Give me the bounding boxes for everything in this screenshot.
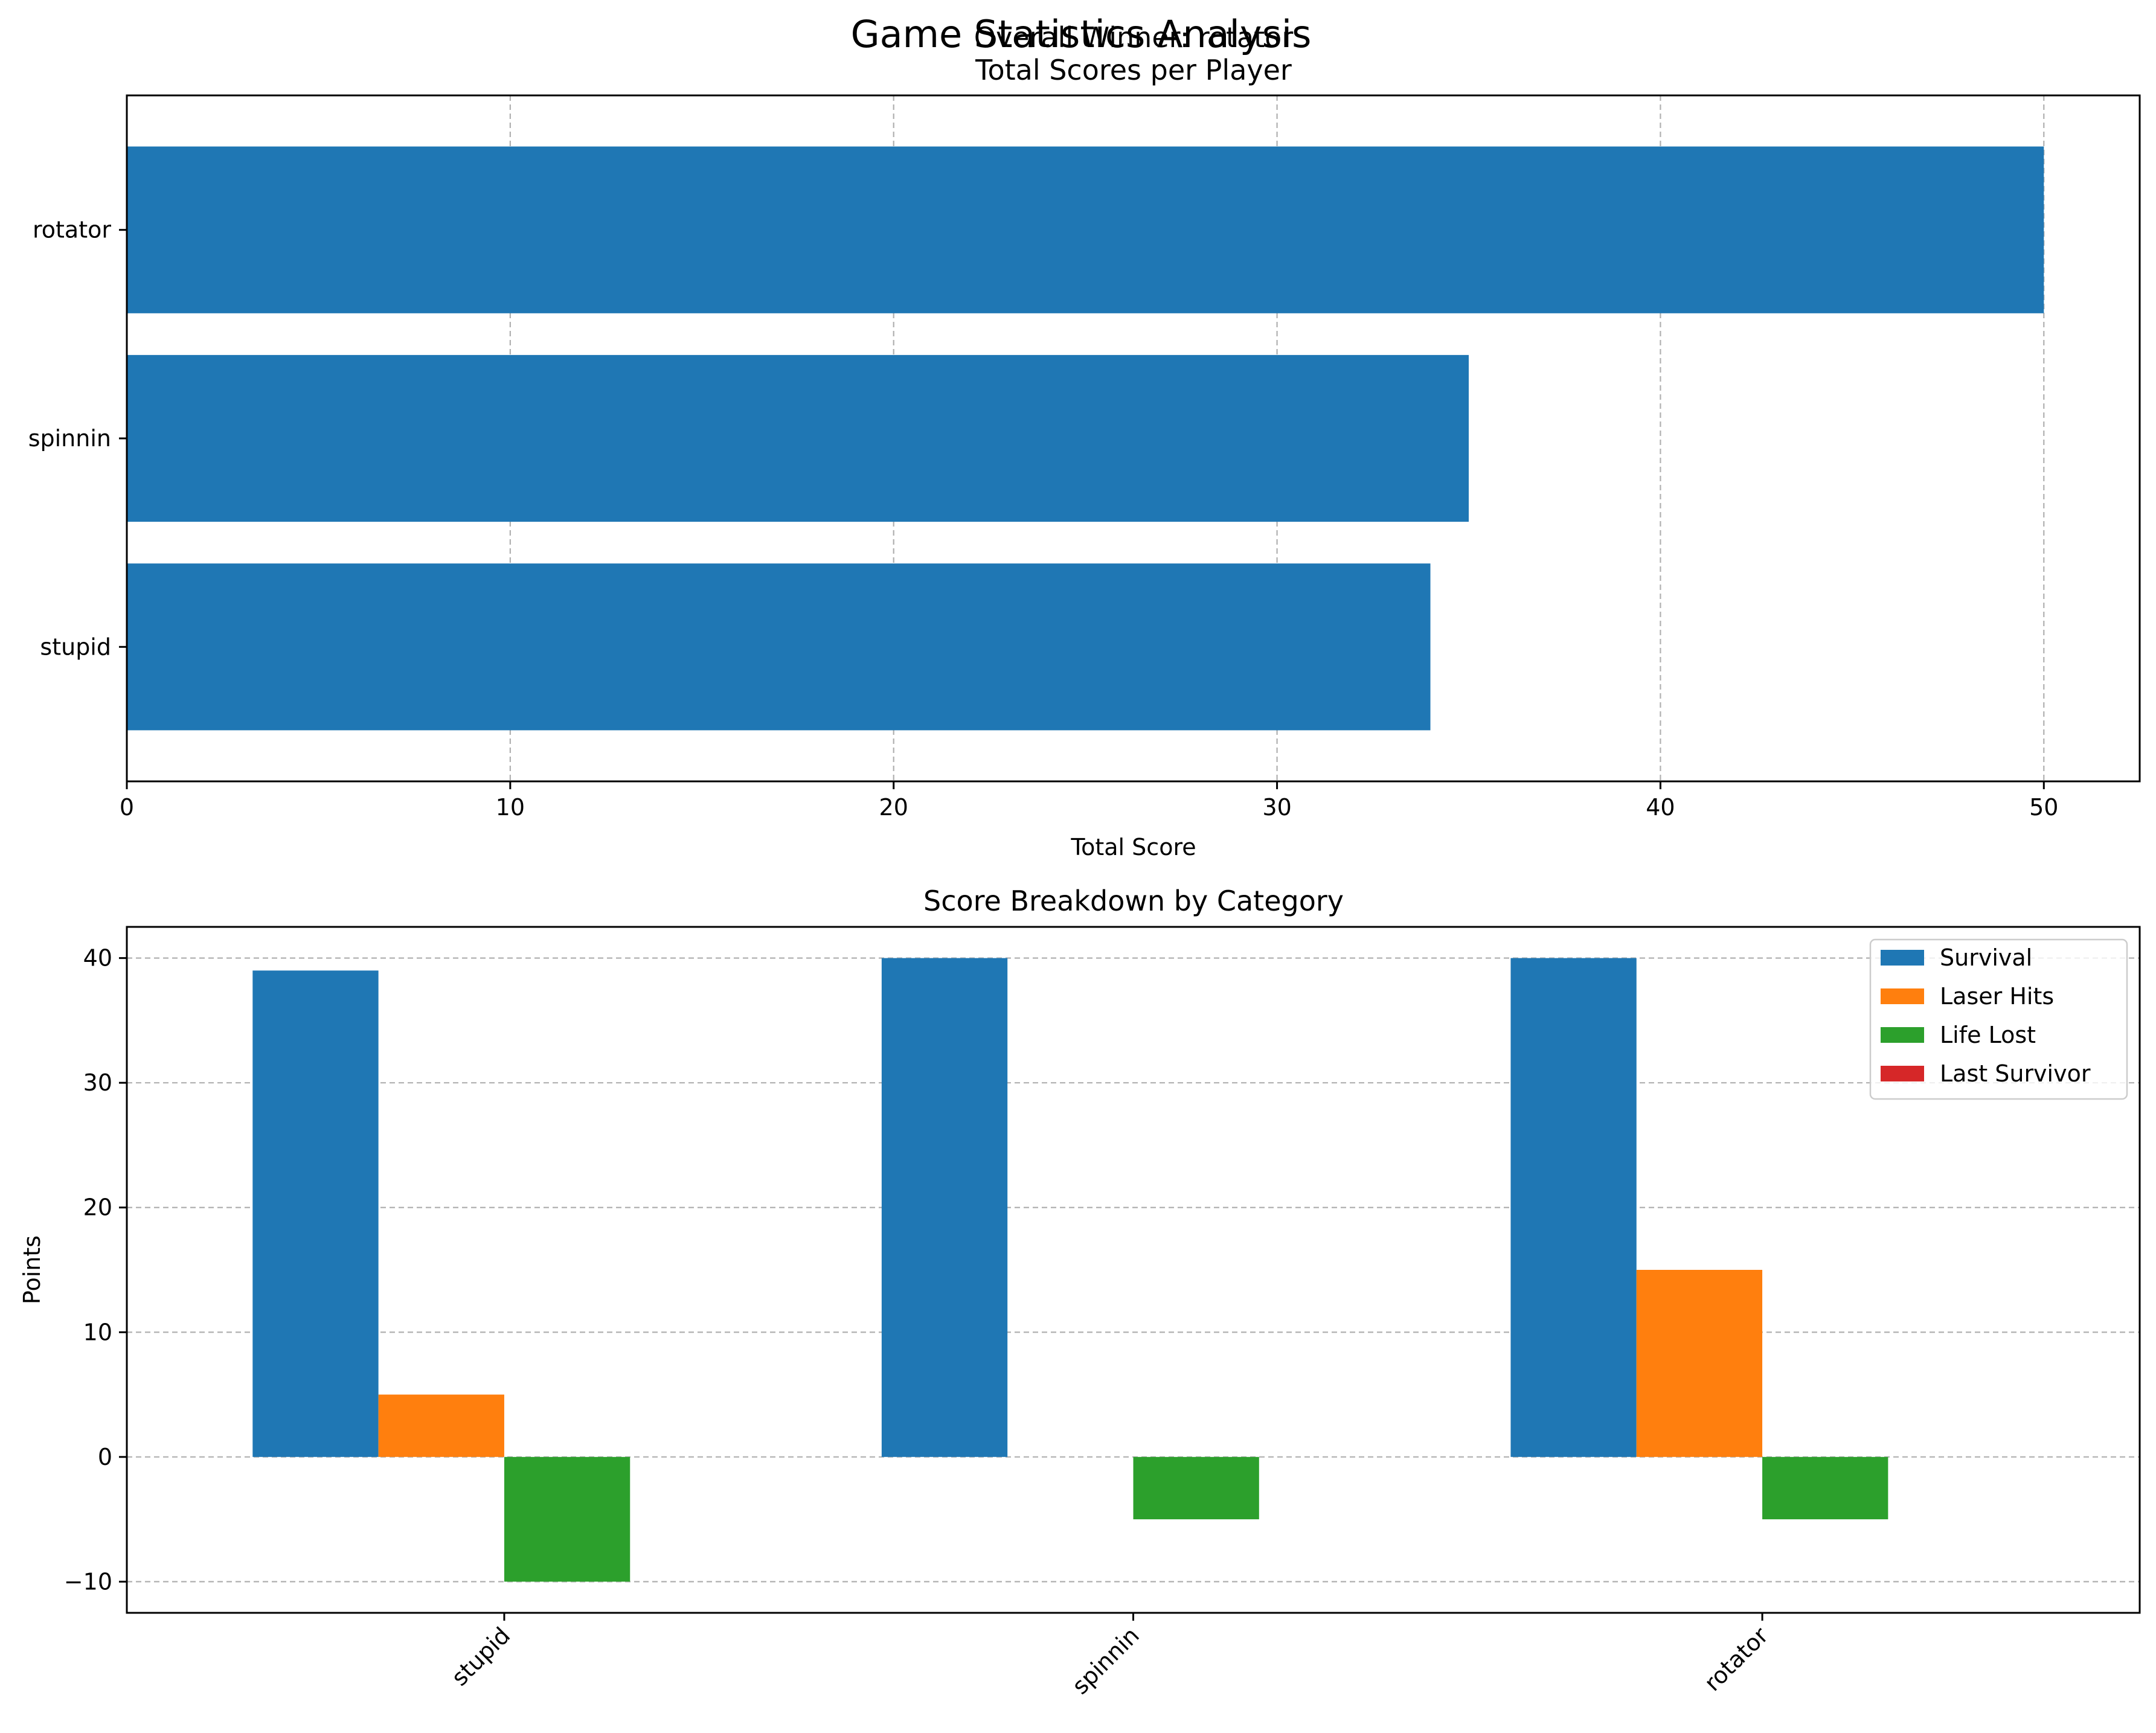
top-y-tick-label-rotator: rotator (33, 217, 111, 243)
top-x-tick-label: 20 (879, 794, 908, 821)
bottom-y-tick-label: 40 (83, 945, 112, 972)
top-x-tick-label: 50 (2029, 794, 2058, 821)
bottom-y-tick-label: 0 (98, 1444, 112, 1470)
top-bar-spinnin (127, 355, 1469, 522)
legend-swatch-life-lost (1881, 1027, 1924, 1043)
top-y-tick-label-stupid: stupid (40, 633, 111, 660)
bar-life-lost-spinnin (1134, 1457, 1259, 1519)
bottom-chart-legend: Survival Laser Hits Life Lost Last Survivor (1870, 940, 2127, 1099)
bottom-y-tick-label: −10 (64, 1568, 112, 1595)
top-x-tick-label: 0 (120, 794, 134, 821)
legend-label-survival: Survival (1940, 944, 2032, 971)
bar-survival-stupid (252, 970, 378, 1457)
bar-life-lost-rotator (1762, 1457, 1888, 1519)
top-x-tick-label: 40 (1646, 794, 1675, 821)
legend-swatch-survival (1881, 950, 1924, 966)
legend-label-life-lost: Life Lost (1940, 1022, 2036, 1048)
top-bar-rotator (127, 147, 2044, 313)
bottom-y-tick-label: 20 (83, 1194, 112, 1221)
top-chart-title-winner: Overall Winner: rotator (974, 21, 1294, 54)
bottom-y-tick-label: 30 (83, 1069, 112, 1096)
bottom-y-tick-label: 10 (83, 1319, 112, 1345)
bottom-chart-title: Score Breakdown by Category (923, 885, 1344, 917)
legend-label-laser-hits: Laser Hits (1940, 983, 2054, 1010)
bar-survival-spinnin (882, 958, 1007, 1457)
top-x-tick-label: 10 (496, 794, 525, 821)
bar-life-lost-stupid (504, 1457, 630, 1582)
bar-survival-rotator (1510, 958, 1636, 1457)
top-y-tick-label-spinnin: spinnin (28, 425, 111, 452)
top-chart-x-axis-label: Total Score (1070, 834, 1196, 860)
bar-laser-hits-stupid (379, 1395, 504, 1457)
top-x-tick-label: 30 (1262, 794, 1291, 821)
bottom-chart-y-axis-label: Points (19, 1235, 45, 1304)
bar-laser-hits-rotator (1637, 1270, 1762, 1457)
legend-swatch-laser-hits (1881, 988, 1924, 1004)
legend-label-last-survivor: Last Survivor (1940, 1060, 2091, 1087)
top-bar-stupid (127, 563, 1431, 730)
top-chart-title: Total Scores per Player (975, 54, 1292, 86)
legend-swatch-last-survivor (1881, 1066, 1924, 1081)
